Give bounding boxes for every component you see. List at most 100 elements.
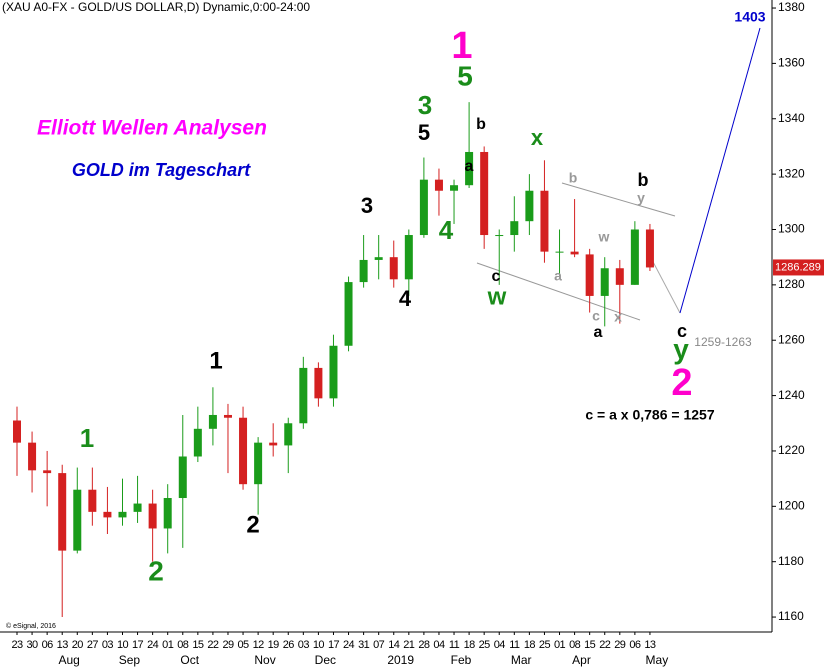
candle-body xyxy=(615,268,624,285)
candle-body xyxy=(239,417,248,485)
candle-body xyxy=(88,489,97,512)
y-tick-label: 1160 xyxy=(778,609,804,623)
wave-label: w xyxy=(598,229,610,245)
candle-body xyxy=(163,498,172,529)
copyright: © eSignal, 2016 xyxy=(6,622,56,630)
wave-label: b xyxy=(638,170,649,190)
subtitle: GOLD im Tageschart xyxy=(72,160,251,180)
y-tick-label: 1180 xyxy=(778,554,804,568)
x-tick-label: 10 xyxy=(313,639,325,651)
y-tick-label: 1220 xyxy=(778,443,805,457)
candle-body xyxy=(269,442,278,446)
wave-label: 4 xyxy=(399,286,412,311)
x-tick-label: 25 xyxy=(479,639,491,651)
candle-body xyxy=(525,190,534,222)
x-tick-label: 29 xyxy=(222,639,234,651)
candle-body xyxy=(389,257,398,280)
x-tick-label: 24 xyxy=(343,639,355,651)
x-tick-label: 17 xyxy=(132,639,144,651)
candle-body xyxy=(284,423,293,446)
candle-body xyxy=(585,254,594,296)
candle-body xyxy=(73,489,82,551)
wave-label: 1403 xyxy=(734,9,765,25)
candle-body xyxy=(480,151,489,236)
candle-body xyxy=(630,229,639,285)
wave-label: 1259-1263 xyxy=(694,335,752,349)
wave-label: 2 xyxy=(671,362,692,404)
x-tick-label: 06 xyxy=(42,639,54,651)
x-tick-label: 22 xyxy=(599,639,611,651)
x-tick-label: 15 xyxy=(192,639,204,651)
candle-body xyxy=(359,259,368,283)
x-tick-label: 15 xyxy=(584,639,596,651)
wave-label: 2 xyxy=(148,555,164,586)
candle-body xyxy=(645,229,654,268)
x-tick-label: 06 xyxy=(629,639,641,651)
candle-body xyxy=(314,367,323,399)
month-label: Feb xyxy=(451,653,472,667)
x-tick-label: 24 xyxy=(147,639,159,651)
y-tick-label: 1300 xyxy=(778,222,805,236)
candle-body xyxy=(540,190,549,252)
channel-line xyxy=(561,182,676,217)
month-label: Dec xyxy=(315,653,336,667)
x-tick-label: 14 xyxy=(388,639,400,651)
candle-body xyxy=(404,235,413,280)
wave-label: c xyxy=(677,321,687,341)
channel-line xyxy=(476,262,641,321)
month-label: Aug xyxy=(58,653,79,667)
wave-label: 1 xyxy=(451,25,472,67)
x-tick-label: 03 xyxy=(298,639,310,651)
x-tick-label: 25 xyxy=(539,639,551,651)
wave-label: y xyxy=(673,333,689,364)
candle-body xyxy=(600,268,609,296)
x-tick-label: 18 xyxy=(524,639,536,651)
wave-label: a xyxy=(554,268,562,284)
x-tick-label: 27 xyxy=(87,639,99,651)
x-tick-label: 04 xyxy=(494,639,506,651)
y-tick-label: 1360 xyxy=(778,56,805,70)
candle-body xyxy=(495,235,504,237)
x-tick-label: 13 xyxy=(644,639,656,651)
wave-label: b xyxy=(476,116,486,133)
candle-body xyxy=(43,470,52,474)
candle-body xyxy=(28,442,37,471)
x-tick-label: 01 xyxy=(162,639,174,651)
month-label: Mar xyxy=(511,653,532,667)
wave-label: w xyxy=(487,283,507,310)
price-label: 1286.289 xyxy=(775,261,821,273)
wave-label: y xyxy=(637,190,645,206)
x-tick-label: 31 xyxy=(358,639,370,651)
x-tick-label: 11 xyxy=(509,639,520,651)
wave-label: 1 xyxy=(80,423,94,453)
chart-title: (XAU A0-FX - GOLD/US DOLLAR,D) Dynamic,0… xyxy=(2,0,310,14)
candle-body xyxy=(208,414,217,429)
x-tick-label: 22 xyxy=(207,639,219,651)
candle-body xyxy=(178,456,187,499)
wave-label: x xyxy=(531,125,544,150)
x-tick-label: 30 xyxy=(27,639,39,651)
y-tick-label: 1280 xyxy=(778,277,805,291)
month-label: 2019 xyxy=(387,653,414,667)
x-tick-label: 04 xyxy=(433,639,445,651)
wave-label: 1 xyxy=(209,347,222,374)
candle-body xyxy=(223,414,232,418)
month-label: Oct xyxy=(180,653,199,667)
candle-body xyxy=(58,473,67,551)
month-label: May xyxy=(646,653,669,667)
candle-body xyxy=(13,420,21,443)
x-tick-label: 19 xyxy=(268,639,280,651)
wave-label: 3 xyxy=(361,193,373,218)
wave-label: 2 xyxy=(246,511,259,538)
wave-label: a xyxy=(594,324,603,341)
month-label: Nov xyxy=(254,653,275,667)
y-tick-label: 1200 xyxy=(778,498,805,512)
wave-label: 4 xyxy=(439,215,454,245)
candle-body xyxy=(450,185,459,191)
x-tick-label: 26 xyxy=(283,639,295,651)
projection-line xyxy=(650,257,681,314)
candle-body xyxy=(118,511,127,518)
y-tick-label: 1240 xyxy=(778,388,805,402)
x-tick-label: 29 xyxy=(614,639,626,651)
y-tick-label: 1320 xyxy=(778,166,805,180)
